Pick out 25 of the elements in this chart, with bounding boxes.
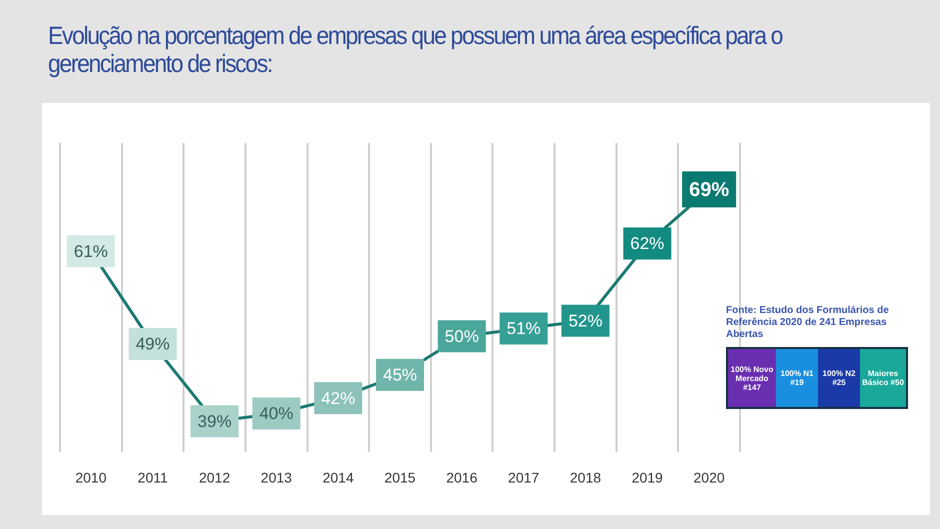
data-label: 45% <box>382 366 418 385</box>
data-label: 50% <box>444 326 479 346</box>
annotation: Fonte: Estudo dos Formulários de Referência 2020 de 241 Empresas Abertas <box>726 305 890 341</box>
x-tick-label: 2020 <box>694 469 725 486</box>
data-label: 42% <box>321 388 356 408</box>
x-tick-label: 2010 <box>75 469 107 486</box>
x-tick-label: 2014 <box>322 469 354 486</box>
chart-title: Evolução na porcentagem de empresas que possuem uma área específica para o gerenciamento de riscos: <box>48 22 784 78</box>
x-tick-label: 2017 <box>508 469 540 486</box>
x-tick-label: 2018 <box>570 469 602 486</box>
annotation: 100% Novo Mercado #147 <box>728 349 776 407</box>
x-tick-label: 2013 <box>260 469 292 486</box>
data-label: 52% <box>568 311 602 330</box>
data-label: 39% <box>198 412 232 431</box>
x-tick-label: 2015 <box>384 469 416 486</box>
x-tick-label: 2016 <box>446 469 478 486</box>
data-label: 61% <box>74 242 108 261</box>
data-label: 51% <box>506 319 541 338</box>
x-tick-label: 2011 <box>138 469 168 486</box>
data-label: 69% <box>689 178 730 201</box>
data-label: 62% <box>630 234 664 254</box>
data-label: 49% <box>136 334 170 354</box>
x-tick-label: 2012 <box>198 469 230 486</box>
x-tick-label: 2019 <box>632 469 664 486</box>
data-label: 40% <box>259 404 294 424</box>
